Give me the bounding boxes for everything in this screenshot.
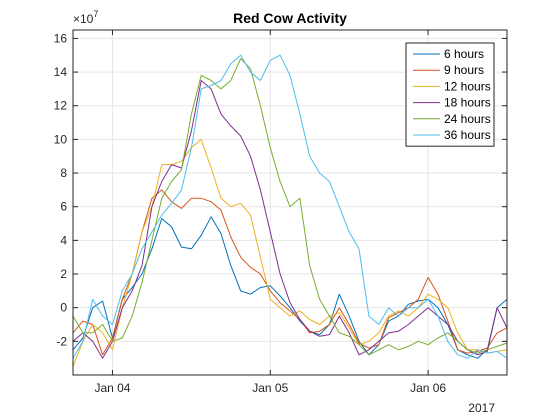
series-line-6-hours bbox=[72, 216, 508, 359]
series-lines bbox=[72, 54, 508, 367]
series-line-36-hours bbox=[72, 54, 508, 359]
legend-label-18-hours: 18 hours bbox=[444, 96, 491, 110]
y-tick-label: 2 bbox=[60, 267, 67, 281]
y-tick-label: -2 bbox=[56, 334, 67, 348]
y-tick-label: 0 bbox=[60, 301, 67, 315]
y-tick-label: 10 bbox=[54, 132, 68, 146]
y-tick-label: 14 bbox=[54, 65, 68, 79]
series-line-24-hours bbox=[72, 58, 508, 356]
legend-label-36-hours: 36 hours bbox=[444, 128, 491, 142]
legend-label-6-hours: 6 hours bbox=[444, 47, 484, 61]
chart-title: Red Cow Activity bbox=[233, 10, 347, 26]
series-line-9-hours bbox=[72, 189, 508, 356]
ticks: -2 0 2 4 6 8 10 12 14 16 Jan 04 Jan 05 Jan 06 bbox=[54, 30, 507, 395]
x-tick-label: Jan 06 bbox=[410, 381, 446, 395]
year-label: 2017 bbox=[468, 401, 495, 415]
axes-box bbox=[72, 29, 508, 376]
y-tick-label: 8 bbox=[60, 166, 67, 180]
x-tick-label: Jan 05 bbox=[252, 381, 288, 395]
y-tick-label: 4 bbox=[60, 233, 67, 247]
legend-label-24-hours: 24 hours bbox=[444, 112, 491, 126]
legend-box bbox=[405, 42, 495, 147]
exponent-power: 7 bbox=[93, 9, 98, 19]
series-line-18-hours bbox=[72, 80, 508, 359]
y-tick-label: 6 bbox=[60, 200, 67, 214]
legend-label-9-hours: 9 hours bbox=[444, 63, 484, 77]
legend[interactable]: 6 hours 9 hours 12 hours 18 hours 24 hours 36… bbox=[405, 42, 495, 147]
y-tick-label: 12 bbox=[54, 99, 68, 113]
series-line-12-hours bbox=[72, 138, 508, 367]
exponent-label: ×107 bbox=[73, 9, 98, 26]
exponent-base: ×10 bbox=[73, 12, 94, 26]
legend-label-12-hours: 12 hours bbox=[444, 79, 491, 93]
x-tick-label: Jan 04 bbox=[94, 381, 130, 395]
y-tick-label: 16 bbox=[54, 31, 68, 45]
